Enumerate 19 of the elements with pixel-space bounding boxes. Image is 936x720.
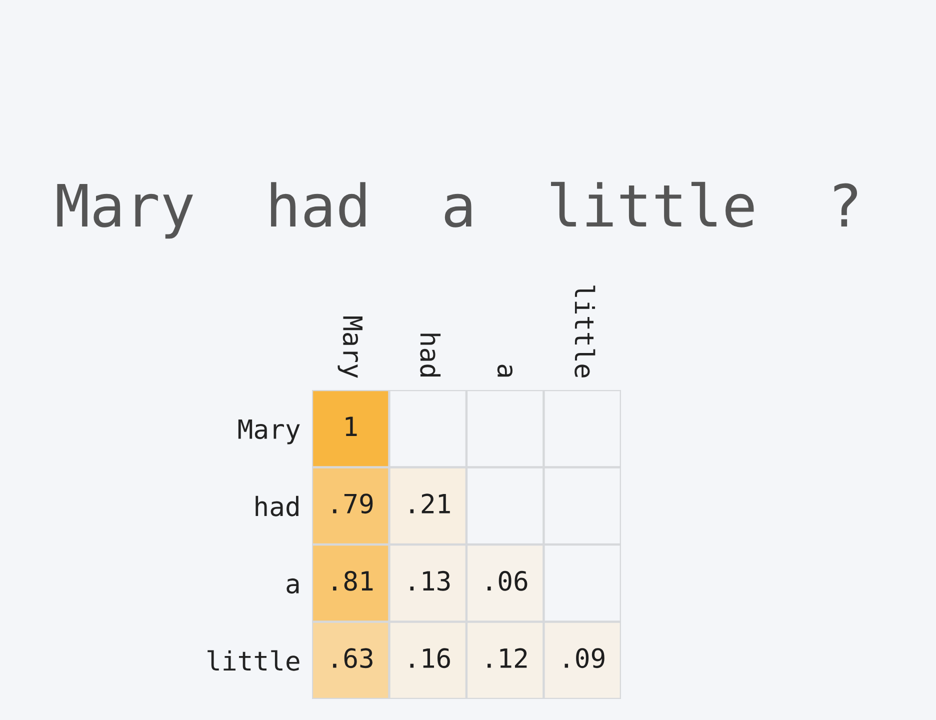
data-label: .06 bbox=[488, 570, 528, 591]
data-label: .79 bbox=[333, 494, 373, 514]
chart-title: Mary had a little ? bbox=[57, 182, 858, 239]
y-tick-label: little bbox=[208, 650, 300, 671]
x-tick-label: Mary bbox=[338, 316, 362, 378]
y-tick-label: a bbox=[286, 578, 299, 594]
y-tick-label: Mary bbox=[238, 420, 300, 444]
data-label: .13 bbox=[410, 570, 450, 591]
y-tick-label: had bbox=[256, 496, 298, 516]
data-label: .16 bbox=[410, 648, 450, 668]
x-tick-label: had bbox=[420, 334, 441, 376]
data-label: .09 bbox=[564, 648, 604, 668]
data-label: .12 bbox=[488, 648, 527, 668]
data-label: .81 bbox=[333, 570, 373, 591]
data-label: .21 bbox=[410, 494, 450, 514]
x-tick-label: little bbox=[574, 286, 596, 378]
x-tick-label: a bbox=[497, 364, 513, 377]
data-label: 1 bbox=[346, 416, 357, 436]
data-label: .63 bbox=[333, 648, 372, 668]
